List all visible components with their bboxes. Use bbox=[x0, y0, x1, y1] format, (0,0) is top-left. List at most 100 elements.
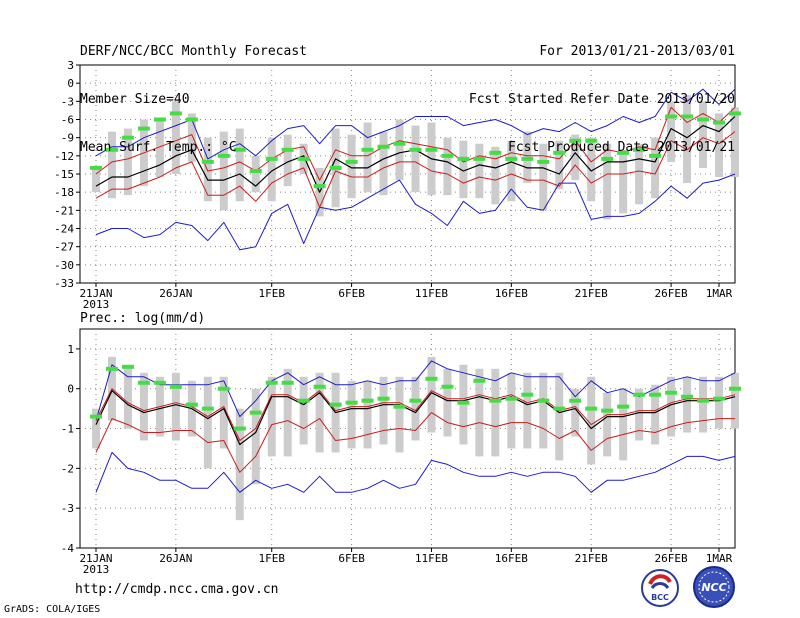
temperature-p75-line bbox=[95, 106, 736, 181]
temperature-spread-bar bbox=[667, 101, 676, 162]
precipitation-spread-bar bbox=[347, 380, 356, 449]
temperature-median-marker bbox=[441, 153, 454, 158]
precipitation-p25-line bbox=[95, 412, 735, 473]
precipitation-spread-bar bbox=[539, 372, 548, 449]
precipitation-median-marker bbox=[361, 398, 374, 403]
temperature-median-marker bbox=[425, 147, 438, 152]
precipitation-y-tick-label: -2 bbox=[61, 462, 74, 475]
temperature-median-marker bbox=[137, 126, 150, 131]
precipitation-median-marker bbox=[393, 404, 406, 409]
precipitation-median-marker bbox=[649, 392, 662, 397]
precipitation-median-marker bbox=[265, 380, 278, 385]
precipitation-x-tick-label: 21FEB bbox=[575, 552, 608, 565]
precipitation-mean-line bbox=[95, 390, 736, 446]
temperature-panel-title: Mean Surf. Temp.: °C bbox=[80, 140, 237, 155]
temperature-median-marker bbox=[713, 120, 725, 125]
temperature-median-marker bbox=[329, 165, 342, 170]
temperature-spread-bar bbox=[203, 137, 212, 202]
precipitation-x-tick-label: 1FEB bbox=[258, 552, 285, 565]
precipitation-spread-bar bbox=[475, 368, 484, 457]
bcc-logo-text: BCC bbox=[651, 593, 669, 602]
temperature-median-marker bbox=[233, 147, 246, 152]
precipitation-x-tick-label: 21JAN bbox=[79, 552, 112, 565]
precipitation-spread-bar bbox=[603, 392, 612, 457]
precipitation-spread-bar bbox=[299, 376, 308, 445]
temperature-median-marker bbox=[473, 156, 486, 161]
temperature-median-marker bbox=[569, 138, 582, 143]
temperature-y-tick-label: 3 bbox=[67, 59, 74, 72]
temperature-spread-bar bbox=[587, 137, 596, 202]
temperature-x-tick-label: 26JAN bbox=[159, 287, 192, 300]
temperature-median-marker bbox=[409, 147, 422, 152]
precipitation-min-line bbox=[95, 451, 736, 493]
temperature-spread-bar bbox=[123, 128, 132, 196]
precipitation-median-marker bbox=[297, 398, 310, 403]
temperature-median-marker bbox=[505, 156, 518, 161]
temperature-median-marker bbox=[169, 111, 182, 116]
precipitation-x-tick-label: 26FEB bbox=[655, 552, 688, 565]
temperature-y-tick-label: -9 bbox=[61, 132, 74, 145]
precipitation-spread-bar bbox=[139, 372, 148, 441]
precipitation-median-marker bbox=[665, 390, 678, 395]
temperature-spread-bar bbox=[171, 101, 180, 174]
precipitation-spread-bar bbox=[491, 368, 500, 457]
temperature-median-marker bbox=[345, 159, 358, 164]
temperature-median-marker bbox=[457, 156, 470, 161]
precipitation-median-marker bbox=[681, 394, 694, 399]
temperature-median-marker bbox=[601, 156, 614, 161]
precipitation-spread-bar bbox=[235, 408, 244, 521]
precipitation-y-tick-label: 1 bbox=[67, 343, 74, 356]
temperature-x-tick-label: 11FEB bbox=[415, 287, 448, 300]
precipitation-spread-bar bbox=[363, 380, 372, 449]
precipitation-x-tick-label: 6FEB bbox=[338, 552, 365, 565]
precipitation-median-marker bbox=[217, 386, 230, 391]
temperature-spread-bar bbox=[715, 113, 723, 178]
precipitation-median-marker bbox=[728, 386, 741, 391]
temperature-spread-bar bbox=[730, 107, 739, 178]
precipitation-x-tick-label: 1MAR bbox=[706, 552, 733, 565]
precipitation-spread-bar bbox=[730, 372, 739, 429]
precipitation-median-marker bbox=[233, 426, 246, 431]
precipitation-spread-bar bbox=[555, 372, 564, 461]
precipitation-median-marker bbox=[601, 408, 614, 413]
precipitation-spread-bar bbox=[219, 376, 228, 449]
temperature-spread-bar bbox=[395, 119, 404, 181]
header-left: DERF/NCC/BCC Monthly Forecast Member Siz… bbox=[80, 12, 307, 172]
precipitation-median-marker bbox=[409, 398, 422, 403]
precipitation-spread-bar bbox=[619, 388, 628, 461]
precipitation-median-marker bbox=[617, 404, 630, 409]
precipitation-y-tick-label: -1 bbox=[61, 423, 74, 436]
temperature-spread-bar bbox=[459, 140, 468, 199]
precipitation-spread-bar bbox=[283, 368, 292, 457]
temperature-spread-bar bbox=[379, 131, 388, 196]
temperature-median-marker bbox=[728, 111, 741, 116]
temperature-spread-bar bbox=[155, 119, 164, 178]
temperature-spread-bar bbox=[651, 137, 660, 199]
precipitation-median-marker bbox=[697, 398, 710, 403]
temperature-median-marker bbox=[90, 165, 102, 170]
precipitation-spread-bar bbox=[203, 376, 212, 469]
precipitation-spread-bar bbox=[92, 408, 100, 449]
temperature-spread-bar bbox=[235, 128, 244, 202]
fcst-produced-date: Fcst Produced Date 2013/01/21 bbox=[508, 140, 735, 155]
precipitation-panel-title: Prec.: log(mm/d) bbox=[80, 311, 205, 326]
temperature-spread-bar bbox=[283, 134, 292, 187]
temperature-median-marker bbox=[185, 117, 198, 122]
temperature-x-tick-label: 1FEB bbox=[258, 287, 285, 300]
member-size: Member Size=40 bbox=[80, 92, 190, 107]
precipitation-median-marker bbox=[121, 364, 134, 369]
temperature-median-marker bbox=[281, 147, 294, 152]
precipitation-median-marker bbox=[521, 392, 534, 397]
precipitation-spread-bar bbox=[667, 376, 676, 437]
temperature-y-tick-label: -15 bbox=[54, 168, 74, 181]
temperature-y-tick-label: -3 bbox=[61, 95, 74, 108]
temperature-p25-line bbox=[95, 131, 736, 208]
temperature-spread-bar bbox=[635, 143, 644, 205]
temperature-spread-bar bbox=[555, 140, 564, 190]
temperature-x-tick-label: 21FEB bbox=[575, 287, 608, 300]
precipitation-spread-bar bbox=[523, 372, 532, 449]
precipitation-median-marker bbox=[505, 396, 518, 401]
temperature-median-marker bbox=[393, 141, 406, 146]
temperature-median-marker bbox=[121, 135, 134, 140]
